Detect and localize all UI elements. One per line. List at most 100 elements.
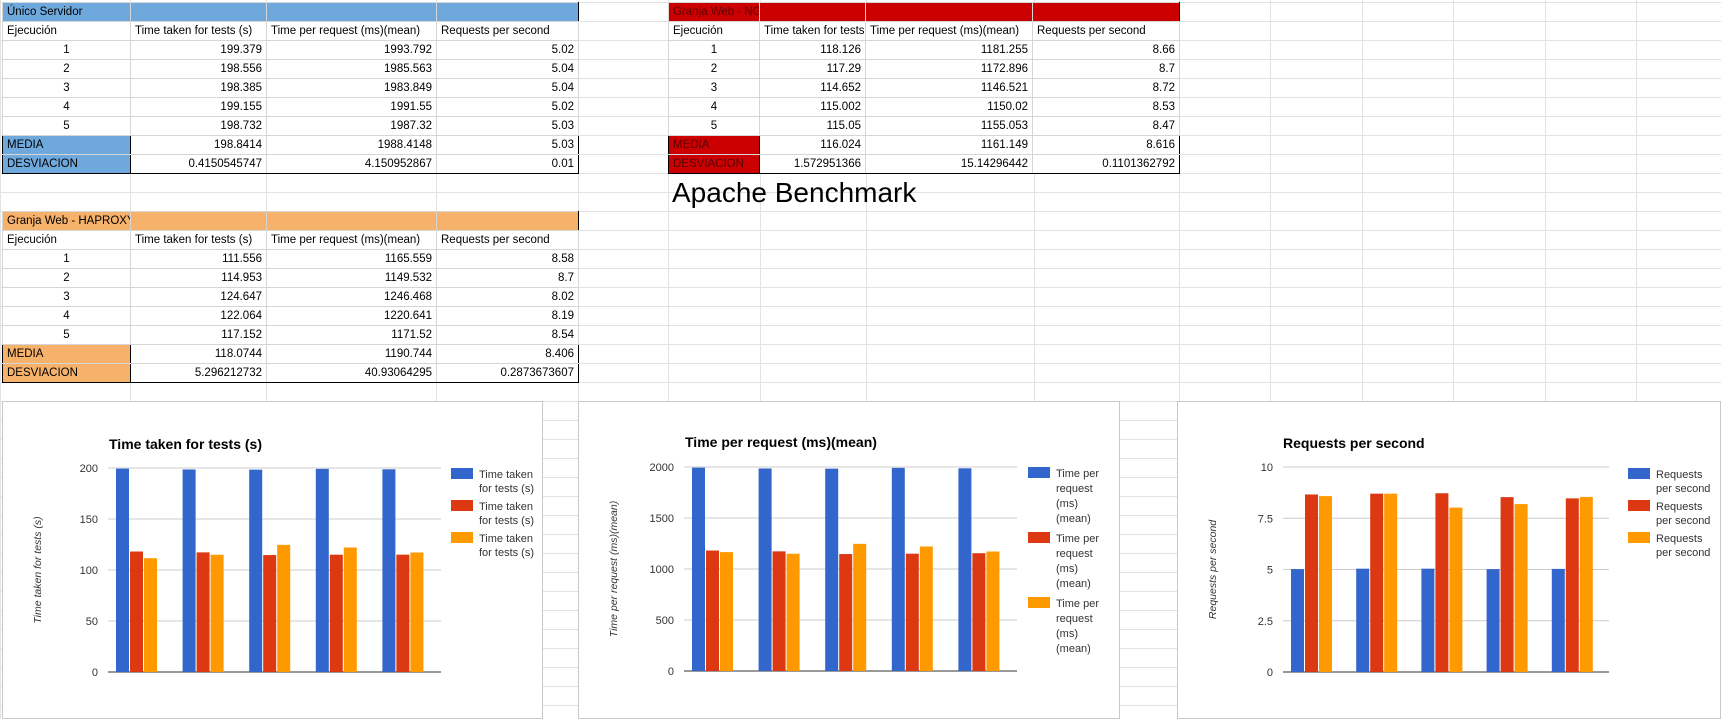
- cell[interactable]: 124.647: [130, 287, 267, 307]
- header-fill-cell[interactable]: [1032, 2, 1180, 22]
- cell[interactable]: 15.14296442: [865, 154, 1033, 174]
- cell[interactable]: 115.05: [759, 116, 866, 136]
- bar[interactable]: [1435, 493, 1449, 672]
- bar[interactable]: [1514, 504, 1528, 672]
- cell[interactable]: 0.4150545747: [130, 154, 267, 174]
- cell[interactable]: 8.54: [436, 325, 579, 345]
- bar[interactable]: [249, 469, 263, 672]
- header-fill-cell[interactable]: [436, 211, 579, 231]
- cell[interactable]: 1: [2, 40, 131, 60]
- cell[interactable]: 199.155: [130, 97, 267, 117]
- bar[interactable]: [1579, 496, 1593, 672]
- cell[interactable]: 5.296212732: [130, 363, 267, 383]
- cell[interactable]: 117.29: [759, 59, 866, 79]
- header-fill-cell[interactable]: [130, 2, 267, 22]
- cell[interactable]: 40.93064295: [266, 363, 437, 383]
- bar[interactable]: [706, 550, 719, 671]
- media-label[interactable]: MEDIA: [668, 135, 760, 155]
- cell[interactable]: 5: [668, 116, 760, 136]
- cell[interactable]: 1149.532: [266, 268, 437, 288]
- cell[interactable]: 4: [668, 97, 760, 117]
- cell[interactable]: 8.02: [436, 287, 579, 307]
- chart-time-per-request[interactable]: Time per request (ms)(mean) 0 500 1000 1500 2…: [578, 401, 1120, 719]
- cell[interactable]: 198.732: [130, 116, 267, 136]
- column-header[interactable]: Time taken for tests: [759, 21, 866, 41]
- bar[interactable]: [116, 468, 129, 672]
- bar[interactable]: [396, 554, 410, 672]
- cell[interactable]: 1172.896: [865, 59, 1033, 79]
- bar[interactable]: [825, 468, 839, 671]
- cell[interactable]: 1983.849: [266, 78, 437, 98]
- media-label[interactable]: MEDIA: [2, 135, 131, 155]
- bar[interactable]: [853, 543, 867, 671]
- cell[interactable]: 8.58: [436, 249, 579, 269]
- column-header[interactable]: Time per request (ms)(mean): [266, 21, 437, 41]
- bar[interactable]: [196, 552, 210, 672]
- cell[interactable]: 5.03: [436, 135, 579, 155]
- media-label[interactable]: MEDIA: [2, 344, 131, 364]
- cell[interactable]: 1246.468: [266, 287, 437, 307]
- cell[interactable]: 1171.52: [266, 325, 437, 345]
- cell[interactable]: 5.04: [436, 78, 579, 98]
- cell[interactable]: 1161.149: [865, 135, 1033, 155]
- bar[interactable]: [1500, 497, 1514, 672]
- bar[interactable]: [130, 551, 143, 672]
- header-fill-cell[interactable]: [759, 2, 866, 22]
- cell[interactable]: 1155.053: [865, 116, 1033, 136]
- cell[interactable]: 5: [2, 325, 131, 345]
- cell[interactable]: 114.652: [759, 78, 866, 98]
- bar[interactable]: [182, 469, 196, 672]
- bar[interactable]: [919, 546, 933, 671]
- bar[interactable]: [1356, 568, 1370, 672]
- table-title[interactable]: Granja Web - HAPROXY: [2, 211, 131, 231]
- column-header[interactable]: Time taken for tests (s): [130, 230, 267, 250]
- cell[interactable]: 1: [2, 249, 131, 269]
- bar[interactable]: [720, 552, 733, 671]
- bar[interactable]: [1449, 507, 1463, 672]
- cell[interactable]: 1150.02: [865, 97, 1033, 117]
- bar[interactable]: [839, 554, 853, 671]
- column-header[interactable]: Time taken for tests (s): [130, 21, 267, 41]
- bar[interactable]: [958, 468, 972, 671]
- bar[interactable]: [410, 552, 424, 672]
- bar[interactable]: [772, 551, 786, 671]
- desviacion-label[interactable]: DESVIACION: [2, 363, 131, 383]
- cell[interactable]: 0.1101362792: [1032, 154, 1180, 174]
- cell[interactable]: 118.0744: [130, 344, 267, 364]
- header-fill-cell[interactable]: [130, 211, 267, 231]
- cell[interactable]: 1220.641: [266, 306, 437, 326]
- cell[interactable]: 8.406: [436, 344, 579, 364]
- cell[interactable]: 2: [2, 268, 131, 288]
- cell[interactable]: 4.150952867: [266, 154, 437, 174]
- cell[interactable]: 2: [2, 59, 131, 79]
- bar[interactable]: [1551, 568, 1565, 672]
- chart-time-taken[interactable]: Time taken for tests (s) 0 50 100 150 200 Time…: [2, 401, 543, 719]
- bar[interactable]: [329, 554, 343, 672]
- header-fill-cell[interactable]: [436, 2, 579, 22]
- cell[interactable]: 8.66: [1032, 40, 1180, 60]
- cell[interactable]: 1: [668, 40, 760, 60]
- cell[interactable]: 199.379: [130, 40, 267, 60]
- column-header[interactable]: Time per request (ms)(mean): [865, 21, 1033, 41]
- bar[interactable]: [144, 558, 157, 672]
- bar[interactable]: [382, 469, 396, 672]
- cell[interactable]: 1181.255: [865, 40, 1033, 60]
- table-title[interactable]: Granja Web - NGINX: [668, 2, 760, 22]
- cell[interactable]: 8.616: [1032, 135, 1180, 155]
- bar[interactable]: [758, 468, 772, 671]
- cell[interactable]: 122.064: [130, 306, 267, 326]
- bar[interactable]: [692, 467, 705, 671]
- bar[interactable]: [277, 544, 291, 672]
- bar[interactable]: [1421, 568, 1435, 672]
- bar[interactable]: [891, 467, 905, 671]
- header-fill-cell[interactable]: [865, 2, 1033, 22]
- cell[interactable]: 4: [2, 97, 131, 117]
- column-header[interactable]: Ejecución: [2, 230, 131, 250]
- cell[interactable]: 1165.559: [266, 249, 437, 269]
- cell[interactable]: 8.72: [1032, 78, 1180, 98]
- bar[interactable]: [1319, 496, 1332, 672]
- column-header[interactable]: Ejecución: [668, 21, 760, 41]
- desviacion-label[interactable]: DESVIACION: [2, 154, 131, 174]
- cell[interactable]: 1987.32: [266, 116, 437, 136]
- cell[interactable]: 5.02: [436, 97, 579, 117]
